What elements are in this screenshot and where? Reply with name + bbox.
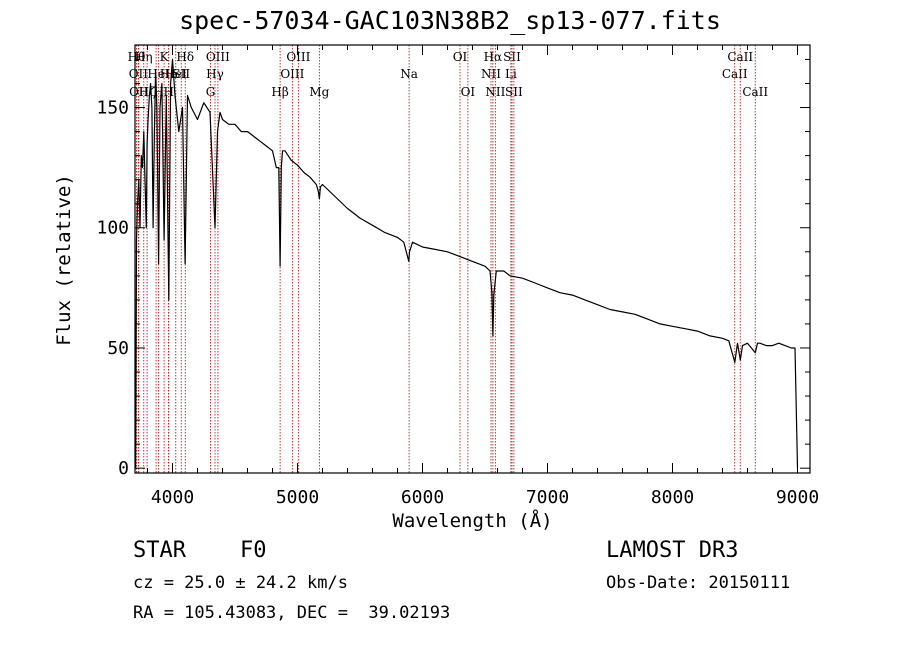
plot-frame	[134, 44, 811, 474]
x-tick-label-3: 7000	[526, 487, 569, 508]
line-label-27: SII	[503, 50, 521, 64]
line-label-12: Hδ	[176, 50, 194, 64]
redshift-cz: cz = 25.0 ± 24.2 km/s	[133, 573, 348, 593]
line-label-25: NII	[485, 85, 505, 99]
x-axis-label: Wavelength (Å)	[392, 510, 553, 532]
line-label-17: OIII	[280, 67, 304, 81]
x-tick-label-0: 4000	[151, 487, 194, 508]
y-axis-label: Flux (relative)	[53, 174, 75, 346]
line-label-22: OI	[461, 85, 476, 99]
obs-date: Obs-Date: 20150111	[606, 573, 791, 593]
line-marker-layer: HθOIIOIIHηHζHeHKHeHHeISIIHδGHγOIIIHβOIII…	[128, 45, 768, 473]
line-label-21: OI	[453, 50, 468, 64]
line-label-9: H	[164, 85, 174, 99]
line-label-20: Na	[400, 67, 418, 81]
object-type: STAR	[133, 538, 186, 563]
x-tick-label-4: 8000	[651, 487, 694, 508]
line-label-19: Mg	[309, 85, 329, 99]
coordinates: RA = 105.43083, DEC = 39.02193	[133, 603, 451, 623]
x-tick-label-5: 9000	[776, 487, 819, 508]
line-label-30: CaII	[727, 50, 753, 64]
survey-name: LAMOST DR3	[606, 538, 739, 563]
line-label-11: SII	[172, 67, 190, 81]
line-label-23: NII	[481, 67, 501, 81]
tick-layer: 4000 5000 6000 7000 8000 9000 0 50 100 150	[96, 45, 819, 508]
y-tick-label-0: 0	[118, 458, 129, 479]
spectrum-line	[134, 58, 799, 469]
line-label-7: K	[160, 50, 170, 64]
line-label-16: Hβ	[271, 85, 288, 99]
line-label-28: SII	[505, 85, 523, 99]
y-tick-label-1: 50	[107, 338, 129, 359]
line-label-24: Hα	[484, 50, 503, 64]
line-label-14: Hγ	[206, 67, 224, 81]
x-tick-label-2: 6000	[401, 487, 444, 508]
x-tick-label-1: 5000	[276, 487, 319, 508]
line-label-26: Li	[505, 67, 517, 81]
line-label-18: OIII	[286, 50, 310, 64]
line-label-15: OIII	[206, 50, 230, 64]
line-label-31: CaII	[742, 85, 768, 99]
line-label-6: H	[153, 85, 163, 99]
y-tick-label-3: 150	[96, 98, 129, 119]
object-subclass: F0	[240, 538, 267, 563]
chart-title: spec-57034-GAC103N38B2_sp13-077.fits	[179, 6, 721, 35]
line-label-3: Hη	[135, 50, 153, 64]
line-label-29: CaII	[722, 67, 748, 81]
line-label-13: G	[206, 85, 216, 99]
line-label-0: Hθ	[128, 50, 146, 64]
y-tick-label-2: 100	[96, 218, 129, 239]
